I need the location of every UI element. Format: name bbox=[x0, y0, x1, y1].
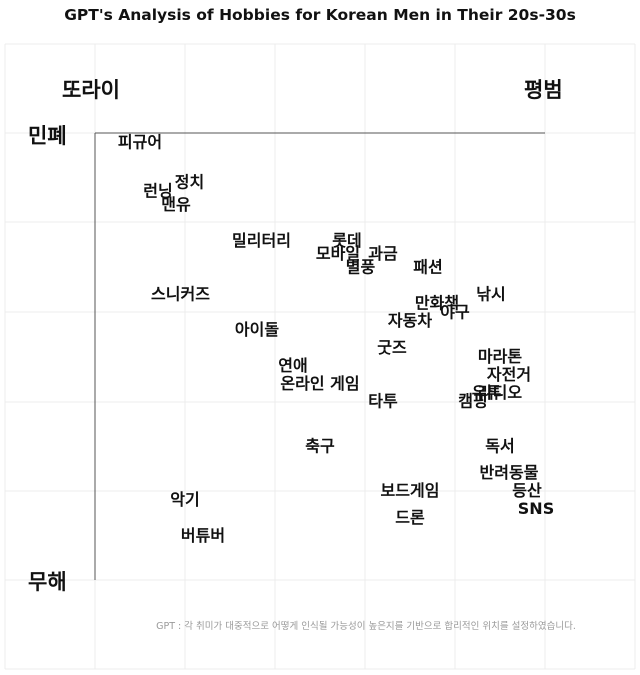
point-label: 반려동물 bbox=[480, 463, 539, 482]
point-label: 맨유 bbox=[161, 195, 191, 214]
point-label: 야구 bbox=[440, 302, 470, 321]
point-label: 아이돌 bbox=[235, 320, 279, 339]
point-label: 별풍 bbox=[346, 258, 376, 277]
axes bbox=[94, 132, 545, 580]
point-label: 자동차 bbox=[388, 311, 432, 330]
point-label: SNS bbox=[518, 499, 554, 518]
point-label: 악기 bbox=[170, 490, 199, 509]
point-label: 타투 bbox=[368, 392, 398, 411]
gridlines bbox=[4, 43, 636, 670]
chart-title: GPT's Analysis of Hobbies for Korean Men… bbox=[64, 6, 576, 24]
x-axis-left-label: 또라이 bbox=[62, 78, 120, 102]
y-axis-top-label: 민폐 bbox=[28, 124, 67, 148]
point-label: 온라인 게임 bbox=[280, 374, 359, 393]
point-label: 버튜버 bbox=[181, 526, 225, 545]
point-label: 롯데 bbox=[332, 231, 361, 250]
point-label: 모바일 bbox=[316, 244, 360, 263]
point-label: 등산 bbox=[512, 481, 542, 500]
point-label: 굿즈 bbox=[377, 338, 407, 357]
point-label: 라디오 bbox=[478, 383, 522, 402]
point-label: 과금 bbox=[368, 244, 398, 263]
point-label: 캠핑 bbox=[458, 392, 487, 411]
point-label: 독서 bbox=[485, 436, 514, 455]
point-label: 만화책 bbox=[415, 293, 459, 312]
point-label: 연애 bbox=[278, 356, 307, 375]
point-label: 자전거 bbox=[487, 365, 531, 384]
point-label: 스니커즈 bbox=[151, 284, 210, 303]
point-label: 피규어 bbox=[118, 132, 162, 151]
footnote: GPT : 각 취미가 대중적으로 어떻게 인식될 가능성이 높은지를 기반으로… bbox=[156, 621, 576, 632]
point-label: 유튜 bbox=[472, 383, 502, 402]
point-label: 런닝 bbox=[143, 182, 172, 201]
point-label: 밀리터리 bbox=[232, 231, 291, 250]
point-label: 낚시 bbox=[476, 284, 505, 303]
point-label: 패션 bbox=[413, 258, 442, 277]
point-label: 정치 bbox=[175, 173, 204, 192]
point-label: 드론 bbox=[395, 508, 425, 527]
point-label: 축구 bbox=[305, 436, 335, 455]
point-label: 마라톤 bbox=[478, 347, 522, 366]
y-axis-bottom-label: 무해 bbox=[28, 570, 67, 594]
x-axis-right-label: 평범 bbox=[524, 78, 563, 102]
point-label: 보드게임 bbox=[381, 481, 440, 500]
